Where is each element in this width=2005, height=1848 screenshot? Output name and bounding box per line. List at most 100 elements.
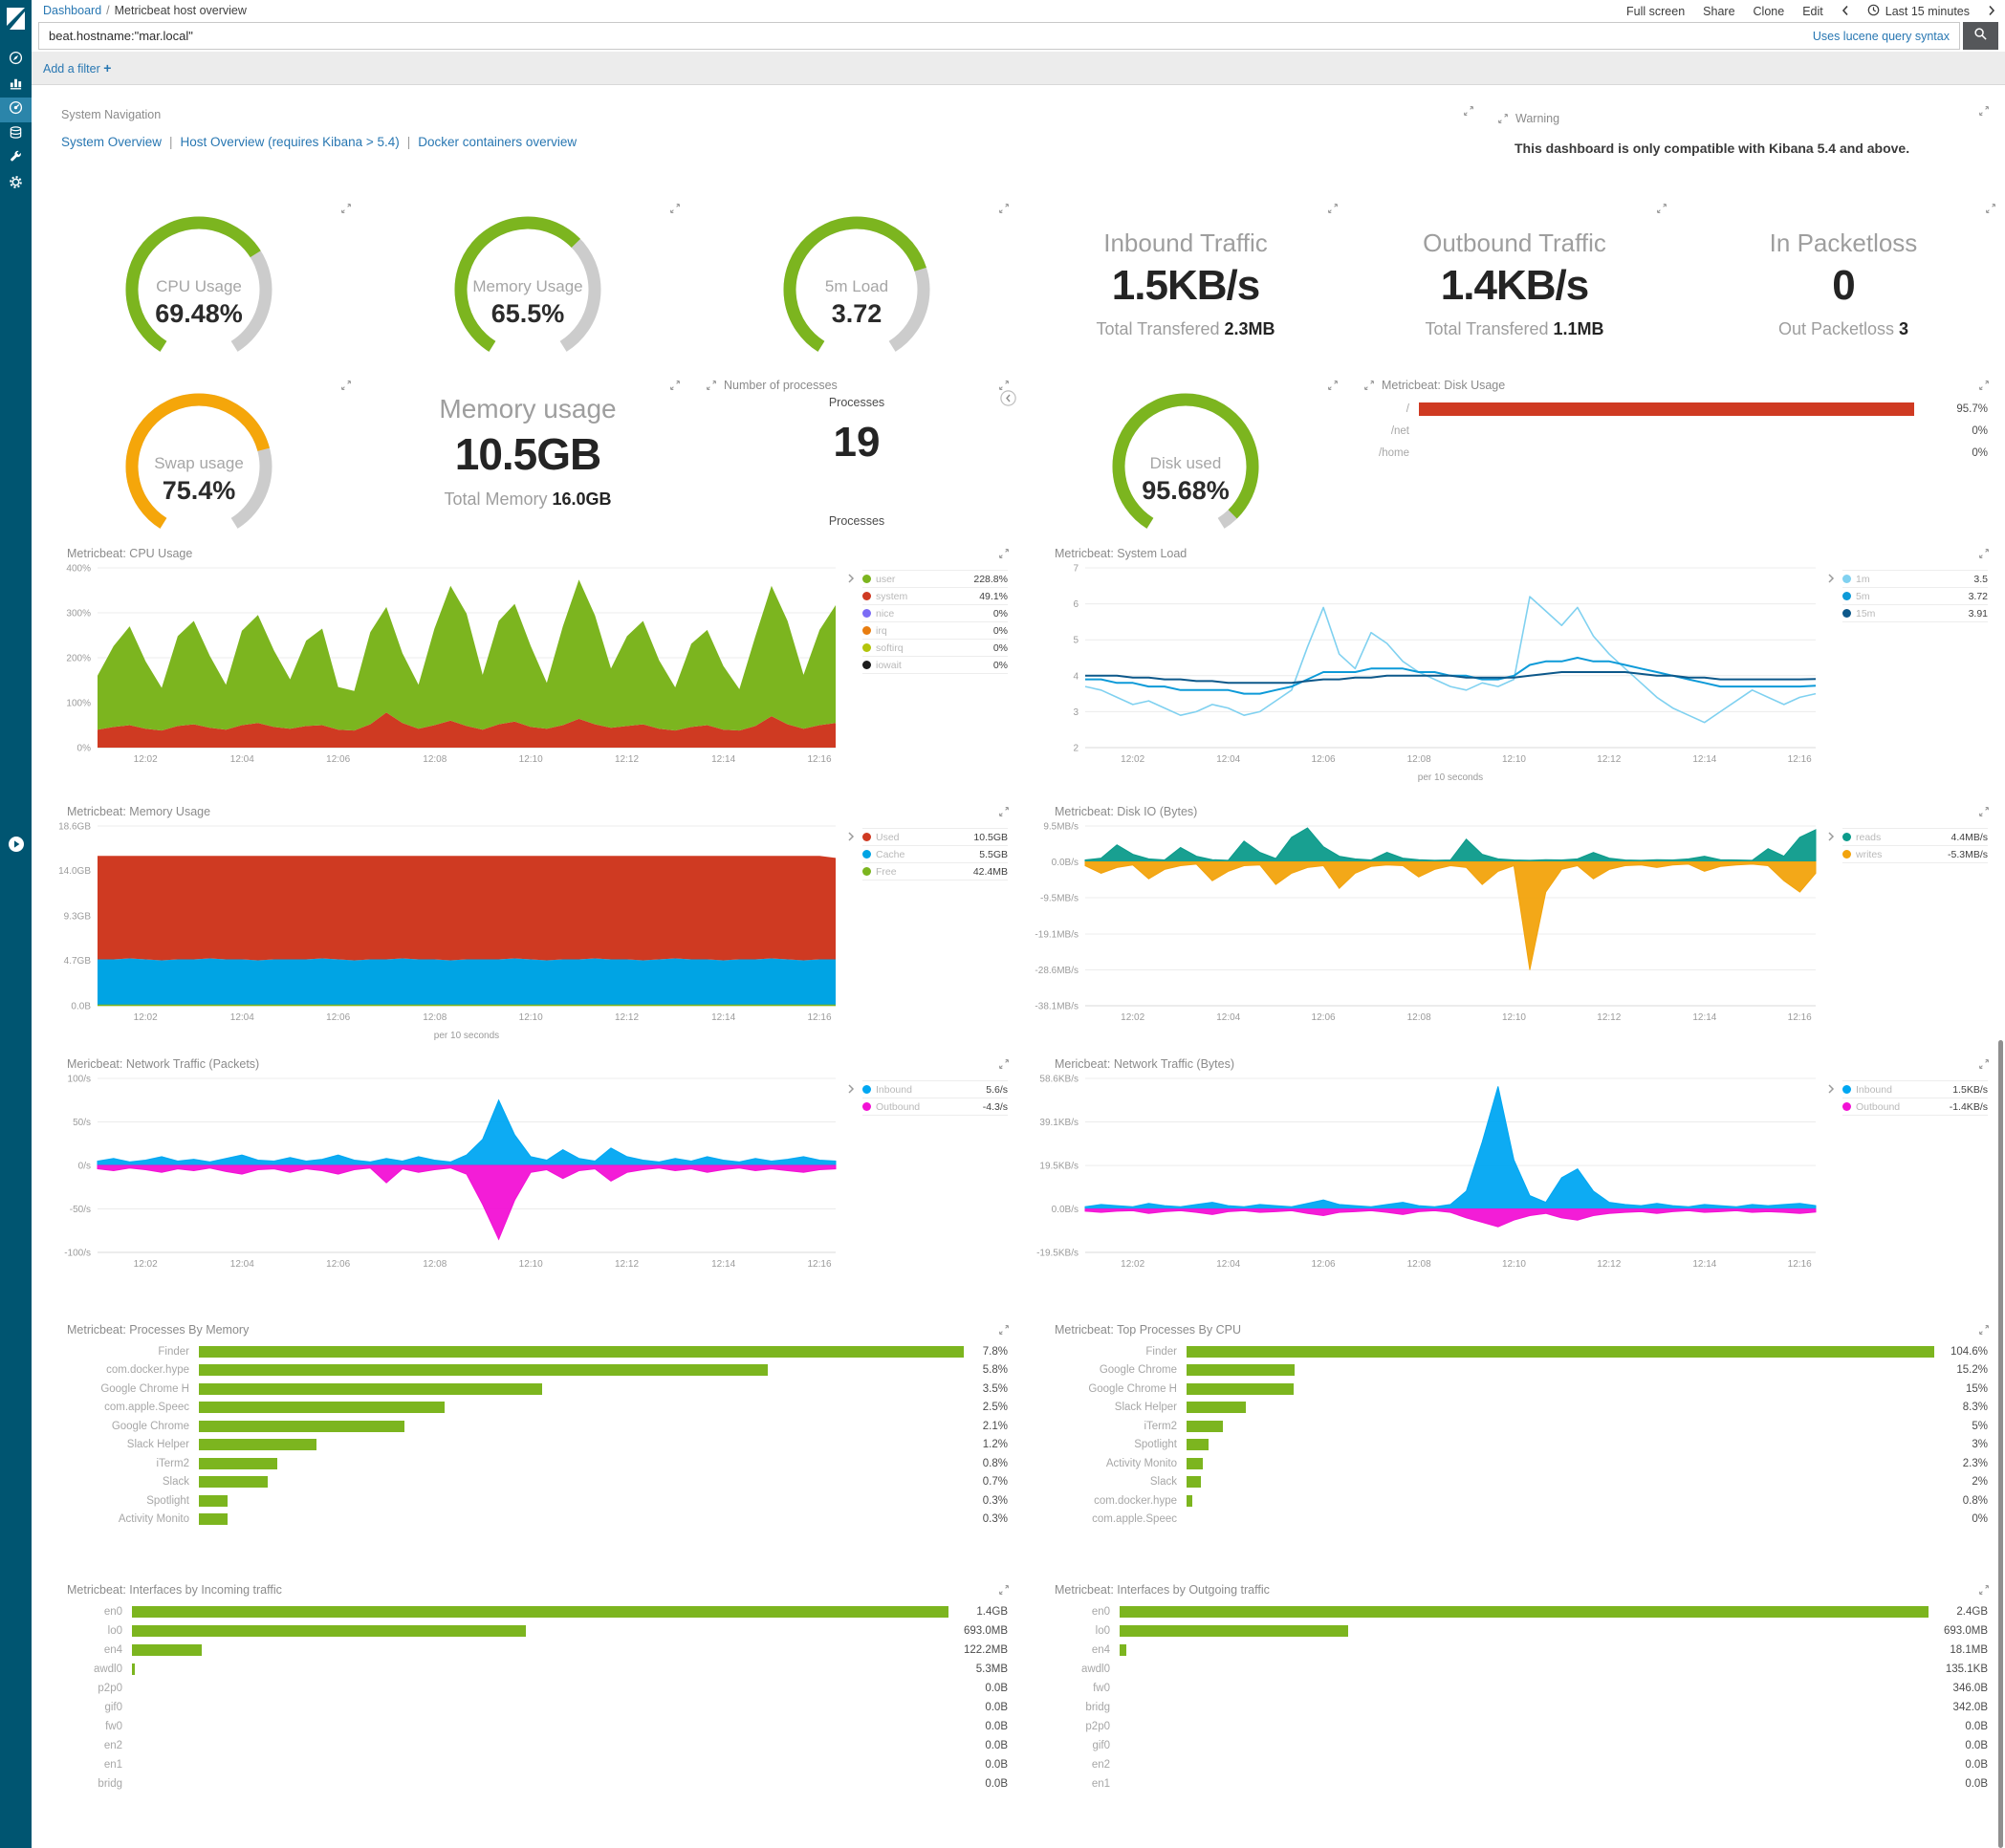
expand-icon[interactable] xyxy=(1327,379,1339,390)
expand-icon[interactable] xyxy=(1978,104,1990,116)
network-packets-plot[interactable]: 100/s 50/s 0/s -50/s -100/s 12:02 12:04 12:06 12… xyxy=(38,1073,1017,1273)
bar[interactable] xyxy=(1187,1420,1223,1432)
bar[interactable] xyxy=(1419,402,1914,416)
legend-item[interactable]: Used 10.5GB xyxy=(862,828,1008,845)
legend-item[interactable]: softirq 0% xyxy=(862,639,1008,656)
bar[interactable] xyxy=(1187,1345,1934,1358)
legend-item[interactable]: 15m 3.91 xyxy=(1842,604,1988,621)
sidebar-item-devtools[interactable] xyxy=(0,147,32,172)
expand-icon[interactable] xyxy=(1978,547,1990,558)
add-filter-button[interactable]: Add a filter + xyxy=(43,60,112,76)
expand-icon[interactable] xyxy=(998,1057,1010,1069)
bar[interactable] xyxy=(199,1457,278,1469)
legend-item[interactable]: system 49.1% xyxy=(862,587,1008,604)
sidebar-item-dashboard[interactable] xyxy=(0,98,32,122)
expand-icon[interactable] xyxy=(669,202,681,213)
expand-icon[interactable] xyxy=(1978,1583,1990,1595)
expand-icon[interactable] xyxy=(998,202,1010,213)
edit-button[interactable]: Edit xyxy=(1802,5,1823,18)
time-forward-button[interactable] xyxy=(1988,5,1995,19)
link-docker-overview[interactable]: Docker containers overview xyxy=(418,135,578,149)
expand-icon[interactable] xyxy=(998,1583,1010,1595)
expand-icon[interactable] xyxy=(1497,113,1509,124)
vertical-scrollbar[interactable] xyxy=(1998,1040,2003,1848)
sidebar-collapse-button[interactable] xyxy=(0,834,32,859)
chevron-right-icon[interactable] xyxy=(847,830,855,841)
legend-item[interactable]: Outbound -4.3/s xyxy=(862,1098,1008,1115)
bar[interactable] xyxy=(199,1476,268,1489)
time-back-button[interactable] xyxy=(1842,5,1849,19)
search-button[interactable] xyxy=(1963,22,1998,50)
bar[interactable] xyxy=(199,1382,543,1395)
expand-icon[interactable] xyxy=(1363,380,1375,391)
kibana-logo[interactable] xyxy=(0,2,32,34)
chevron-right-icon[interactable] xyxy=(1827,572,1835,583)
expand-icon[interactable] xyxy=(1985,202,1996,213)
expand-icon[interactable] xyxy=(998,1323,1010,1335)
legend-item[interactable]: reads 4.4MB/s xyxy=(1842,828,1988,845)
chevron-right-icon[interactable] xyxy=(847,1082,855,1094)
expand-icon[interactable] xyxy=(998,379,1010,390)
expand-icon[interactable] xyxy=(340,202,352,213)
legend-item[interactable]: writes -5.3MB/s xyxy=(1842,845,1988,862)
bar[interactable] xyxy=(1120,1606,1929,1618)
legend-item[interactable]: user 228.8% xyxy=(862,570,1008,587)
network-bytes-plot[interactable]: 58.6KB/s 39.1KB/s 19.5KB/s 0.0B/s -19.5KB/s 1… xyxy=(1026,1073,1997,1273)
legend-item[interactable]: 1m 3.5 xyxy=(1842,570,1988,587)
breadcrumb-dashboard[interactable]: Dashboard xyxy=(43,4,102,17)
legend-item[interactable]: nice 0% xyxy=(862,604,1008,621)
bar[interactable] xyxy=(132,1606,948,1618)
sidebar-item-visualize[interactable] xyxy=(0,73,32,98)
expand-icon[interactable] xyxy=(1327,202,1339,213)
sidebar-item-management[interactable] xyxy=(0,172,32,197)
bar[interactable] xyxy=(1187,1364,1296,1377)
full-screen-button[interactable]: Full screen xyxy=(1626,5,1686,18)
bar[interactable] xyxy=(199,1439,317,1451)
bar[interactable] xyxy=(1187,1402,1246,1414)
sidebar-item-timelion[interactable] xyxy=(0,122,32,147)
chevron-right-icon[interactable] xyxy=(847,572,855,583)
bar[interactable] xyxy=(1187,1476,1201,1489)
expand-icon[interactable] xyxy=(706,380,717,391)
back-circle-icon[interactable] xyxy=(1000,390,1016,406)
bar[interactable] xyxy=(199,1364,769,1377)
bar[interactable] xyxy=(199,1345,964,1358)
bar[interactable] xyxy=(1187,1494,1192,1507)
bar[interactable] xyxy=(1187,1457,1204,1469)
chevron-right-icon[interactable] xyxy=(1827,1082,1835,1094)
expand-icon[interactable] xyxy=(1978,1057,1990,1069)
system-load-plot[interactable]: 7 6 5 4 3 2 12:02 12:04 12:06 12:08 12:10 12:12 12:1… xyxy=(1026,562,1997,769)
legend-item[interactable]: Inbound 5.6/s xyxy=(862,1080,1008,1098)
bar[interactable] xyxy=(1120,1625,1348,1637)
legend-item[interactable]: 5m 3.72 xyxy=(1842,587,1988,604)
link-host-overview[interactable]: Host Overview (requires Kibana > 5.4) xyxy=(180,135,400,149)
legend-item[interactable]: irq 0% xyxy=(862,621,1008,639)
cpu-usage-plot[interactable]: 400% 300% 200% 100% 0% 12:02 12:04 12:06 12:08 12… xyxy=(38,562,1017,769)
sidebar-item-discover[interactable] xyxy=(0,48,32,73)
expand-icon[interactable] xyxy=(1463,104,1474,116)
expand-icon[interactable] xyxy=(1978,379,1990,390)
search-input[interactable] xyxy=(39,29,1813,43)
expand-icon[interactable] xyxy=(1978,1323,1990,1335)
expand-icon[interactable] xyxy=(1978,805,1990,816)
expand-icon[interactable] xyxy=(669,379,681,390)
expand-icon[interactable] xyxy=(998,805,1010,816)
expand-icon[interactable] xyxy=(998,547,1010,558)
bar[interactable] xyxy=(199,1494,229,1507)
bar[interactable] xyxy=(132,1625,527,1637)
expand-icon[interactable] xyxy=(340,379,352,390)
time-picker[interactable]: Last 15 minutes xyxy=(1867,4,1970,19)
bar[interactable] xyxy=(1187,1382,1294,1395)
disk-io-plot[interactable]: 9.5MB/s 0.0B/s -9.5MB/s -19.1MB/s -28.6MB/s -… xyxy=(1026,820,1997,1027)
expand-icon[interactable] xyxy=(1656,202,1667,213)
share-button[interactable]: Share xyxy=(1703,5,1735,18)
bar[interactable] xyxy=(1187,1439,1209,1451)
bar[interactable] xyxy=(199,1513,229,1526)
bar[interactable] xyxy=(132,1663,136,1675)
chevron-right-icon[interactable] xyxy=(1827,830,1835,841)
bar[interactable] xyxy=(1120,1644,1126,1656)
memory-usage-plot[interactable]: 18.6GB 14.0GB 9.3GB 4.7GB 0.0B 12:02 12:04 12:0… xyxy=(38,820,1017,1027)
bar[interactable] xyxy=(199,1402,445,1414)
bar[interactable] xyxy=(199,1420,405,1432)
link-system-overview[interactable]: System Overview xyxy=(61,135,163,149)
